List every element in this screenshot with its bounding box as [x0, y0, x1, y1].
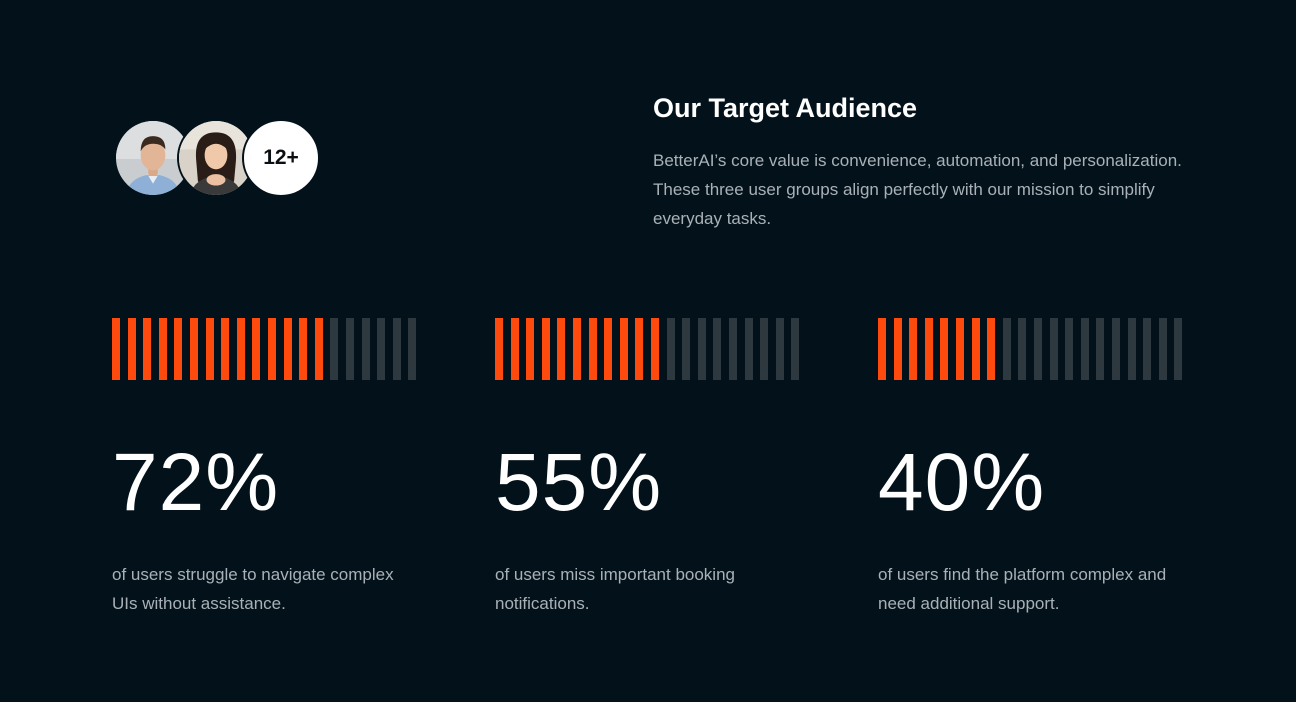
- progress-segment-filled: [221, 318, 230, 380]
- progress-segment-filled: [174, 318, 183, 380]
- progress-segment-empty: [760, 318, 769, 380]
- progress-segment-filled: [541, 318, 550, 380]
- progress-segment-empty: [1033, 318, 1042, 380]
- progress-segment-empty: [408, 318, 417, 380]
- progress-segment-filled: [604, 318, 613, 380]
- stat-value: 72%: [112, 437, 280, 528]
- stat-value: 55%: [495, 437, 663, 528]
- stat-description: of users struggle to navigate complex UI…: [112, 565, 394, 613]
- progress-segment-empty: [775, 318, 784, 380]
- avatar-man: [114, 119, 192, 197]
- progress-segment-filled: [588, 318, 597, 380]
- progress-segment-empty: [1065, 318, 1074, 380]
- stat-card: 72% of users struggle to navigate comple…: [112, 318, 432, 618]
- progress-segment-filled: [267, 318, 276, 380]
- progress-segment-empty: [666, 318, 675, 380]
- woman-portrait-icon: [179, 121, 253, 195]
- progress-segment-filled: [635, 318, 644, 380]
- progress-segment-empty: [330, 318, 339, 380]
- progress-segment-empty: [361, 318, 370, 380]
- stat-card: 55% of users miss important booking noti…: [495, 318, 815, 618]
- progress-segment-filled: [495, 318, 503, 380]
- progress-segment-filled: [909, 318, 918, 380]
- section-title: Our Target Audience: [653, 93, 918, 123]
- progress-segment-empty: [1002, 318, 1011, 380]
- audience-count-badge: 12+: [242, 119, 320, 197]
- progress-segment-filled: [283, 318, 292, 380]
- progress-segment-filled: [510, 318, 519, 380]
- progress-bars: [112, 318, 432, 380]
- progress-segment-filled: [127, 318, 136, 380]
- progress-segment-empty: [697, 318, 706, 380]
- stat-description: of users miss important booking notifica…: [495, 565, 735, 613]
- progress-segment-filled: [557, 318, 566, 380]
- progress-segment-empty: [1018, 318, 1027, 380]
- progress-segment-filled: [987, 318, 996, 380]
- stat-description: of users find the platform complex and n…: [878, 565, 1167, 613]
- progress-segment-empty: [1096, 318, 1105, 380]
- stat-value: 40%: [878, 437, 1046, 528]
- progress-segment-filled: [893, 318, 902, 380]
- progress-segment-empty: [1158, 318, 1167, 380]
- intro-section: Our Target Audience BetterAI’s core valu…: [653, 92, 1193, 233]
- progress-segment-empty: [1111, 318, 1120, 380]
- progress-segment-filled: [299, 318, 308, 380]
- progress-segment-filled: [236, 318, 245, 380]
- section-description: BetterAI’s core value is convenience, au…: [653, 151, 1182, 228]
- progress-segment-empty: [713, 318, 722, 380]
- progress-segment-filled: [971, 318, 980, 380]
- progress-segment-empty: [1127, 318, 1136, 380]
- progress-segment-empty: [1049, 318, 1058, 380]
- progress-segment-empty: [377, 318, 386, 380]
- progress-segment-filled: [940, 318, 949, 380]
- stat-card: 40% of users find the platform complex a…: [878, 318, 1198, 618]
- progress-segment-empty: [744, 318, 753, 380]
- progress-segment-filled: [143, 318, 152, 380]
- progress-segment-filled: [924, 318, 933, 380]
- progress-segment-filled: [878, 318, 886, 380]
- progress-segment-filled: [189, 318, 198, 380]
- progress-segment-empty: [728, 318, 737, 380]
- progress-segment-filled: [619, 318, 628, 380]
- progress-segment-filled: [158, 318, 167, 380]
- progress-segment-empty: [1174, 318, 1183, 380]
- progress-segment-empty: [1080, 318, 1089, 380]
- progress-segment-filled: [526, 318, 535, 380]
- progress-segment-filled: [314, 318, 323, 380]
- progress-segment-filled: [650, 318, 659, 380]
- audience-avatars: 12+: [114, 119, 324, 199]
- progress-segment-empty: [1143, 318, 1152, 380]
- progress-segment-filled: [252, 318, 261, 380]
- progress-segment-empty: [345, 318, 354, 380]
- progress-segment-filled: [205, 318, 214, 380]
- progress-bars: [495, 318, 815, 380]
- progress-segment-empty: [682, 318, 691, 380]
- avatar-woman: [177, 119, 255, 197]
- progress-segment-filled: [955, 318, 964, 380]
- progress-segment-empty: [791, 318, 800, 380]
- progress-bars: [878, 318, 1198, 380]
- progress-segment-filled: [112, 318, 120, 380]
- progress-segment-empty: [392, 318, 401, 380]
- progress-segment-filled: [572, 318, 581, 380]
